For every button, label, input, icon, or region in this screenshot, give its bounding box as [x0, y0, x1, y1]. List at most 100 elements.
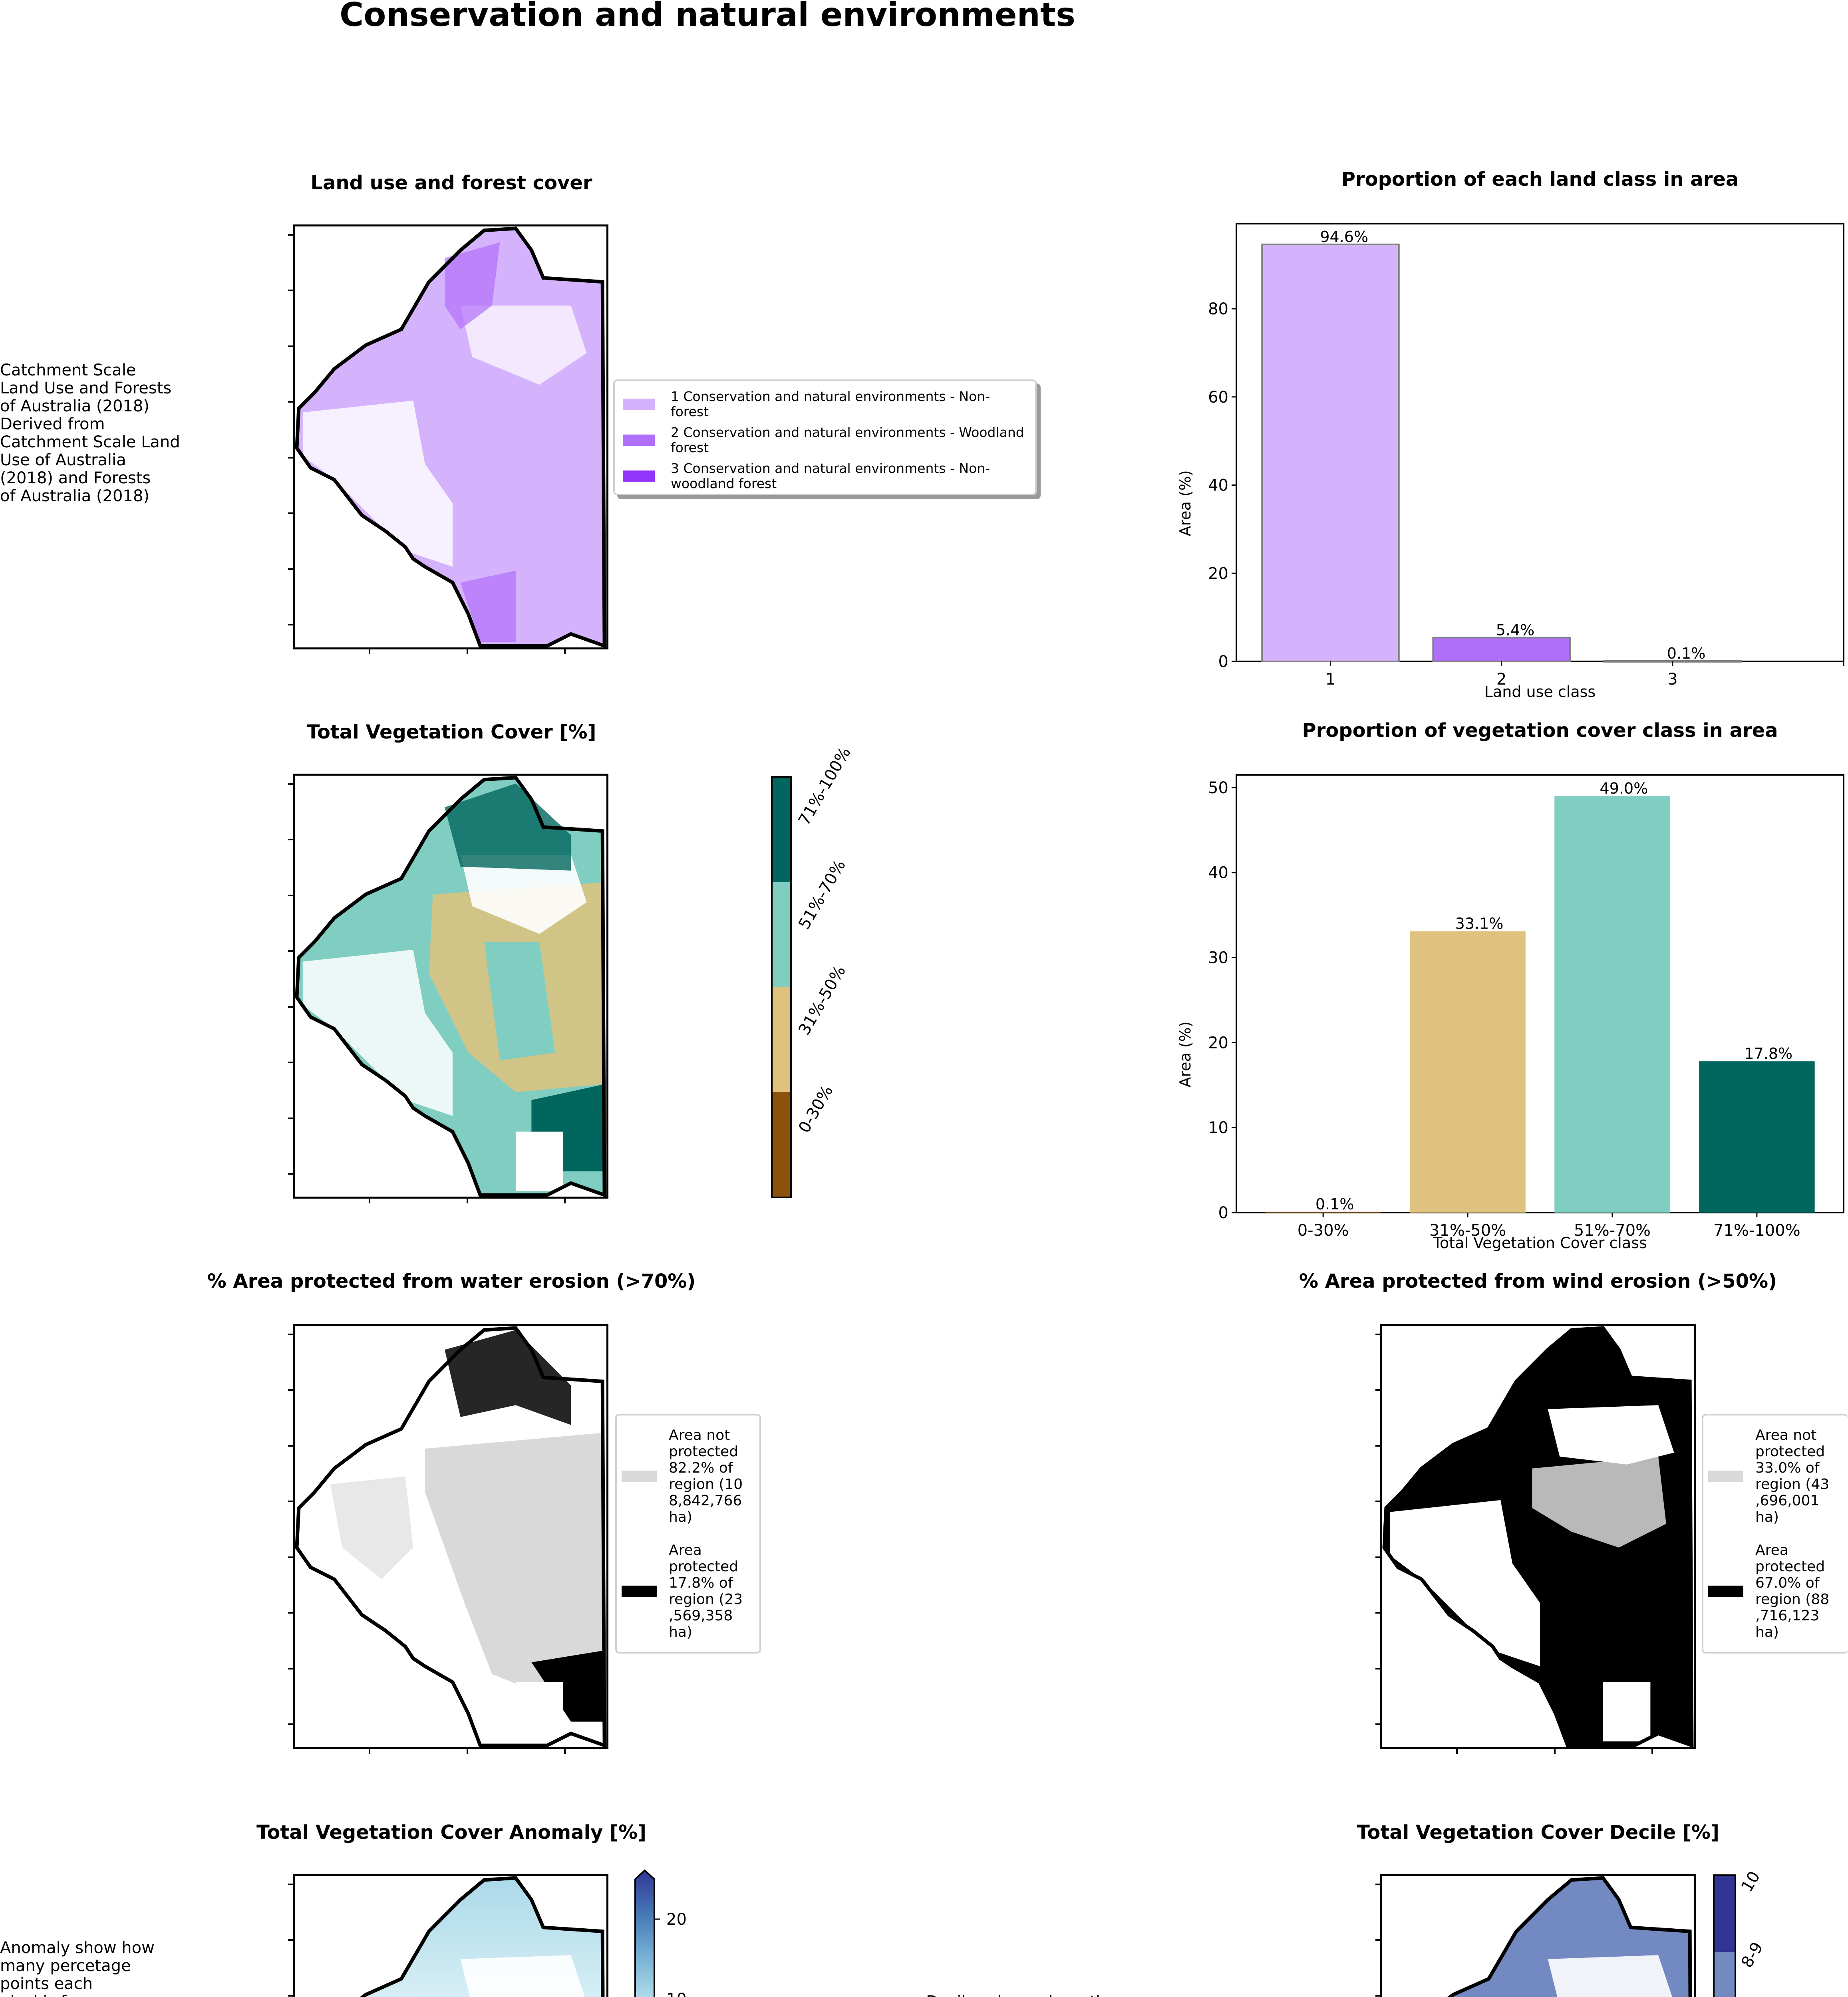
colorbar-label-51-70: 51%-70%: [795, 857, 850, 933]
map-y-tick: [1375, 1445, 1380, 1447]
bar-data-label: 49.0%: [1600, 780, 1648, 797]
map-white-patch-south: [1603, 1682, 1651, 1742]
map-outline: [1382, 1326, 1694, 1747]
map-x-tick: [1554, 1749, 1556, 1754]
legend-swatch-class-2: [623, 435, 655, 446]
map-y-tick: [288, 1939, 293, 1941]
map-y-tick: [1375, 1723, 1380, 1725]
map-protected-south: [531, 1650, 605, 1722]
water-erosion-legend: Area not protected 82.2% of region (10 8…: [615, 1414, 761, 1654]
colorbar-tick-label: 10: [666, 1990, 687, 1997]
map-not-protected-west: [330, 1476, 413, 1579]
map-x-tick: [466, 1199, 468, 1203]
legend-label-protected: Area protected 17.8% of region (23 ,569,…: [669, 1542, 743, 1640]
map-white-patch-north: [460, 306, 587, 385]
map-white-patch-south: [515, 1132, 563, 1191]
map-x-tick: [368, 1749, 370, 1754]
decile-colorbar: [1713, 1874, 1736, 1997]
colorbar-segment-0-30: [773, 1092, 790, 1197]
map-y-tick: [288, 1995, 293, 1997]
map-x-tick: [368, 649, 370, 654]
map-x-tick: [1651, 1749, 1653, 1754]
map-y-tick: [1375, 1334, 1380, 1335]
map-white-patch-north: [460, 855, 587, 934]
legend-swatch-not-protected: [622, 1471, 657, 1482]
map-x-tick: [564, 1199, 566, 1203]
map-mid-patch: [484, 942, 555, 1061]
y-tick-label: 0: [1218, 653, 1228, 671]
map-y-tick: [288, 401, 293, 403]
map-y-tick: [288, 1723, 293, 1725]
map-y-tick: [1375, 1995, 1380, 1997]
map-y-tick: [1375, 1884, 1380, 1885]
land-use-map: [293, 224, 608, 649]
map-y-tick: [288, 1334, 293, 1335]
colorbar-segment-71-100: [773, 778, 790, 883]
map-white-patch: [302, 400, 453, 567]
x-tick-label: 0-30%: [1298, 1221, 1349, 1240]
legend-label-class-3: 3 Conservation and natural environments …: [671, 461, 990, 491]
decile-map: [1380, 1874, 1696, 1997]
veg-cover-map: [293, 774, 608, 1199]
map-y-tick: [1375, 1389, 1380, 1391]
colorbar-gradient: [634, 1869, 655, 1997]
veg-cover-map-title: Total Vegetation Cover [%]: [306, 721, 596, 743]
map-y-tick: [288, 1006, 293, 1008]
map-y-tick: [1375, 1612, 1380, 1614]
map-y-tick: [288, 624, 293, 626]
map-y-tick: [288, 1501, 293, 1503]
legend-swatch-not-protected: [1708, 1471, 1743, 1482]
land-class-bar-chart: Proportion of each land class in area Ar…: [1176, 168, 1844, 701]
bar-data-label: 0.1%: [1667, 645, 1706, 662]
map-y-tick: [288, 457, 293, 459]
y-tick-label: 80: [1208, 300, 1228, 318]
map-y-tick: [288, 1173, 293, 1175]
map-y-tick: [288, 1062, 293, 1064]
anomaly-side-text: Anomaly show how many percetage points e…: [0, 1939, 155, 1997]
y-tick-label: 10: [1208, 1119, 1228, 1137]
map-y-tick: [288, 1389, 293, 1391]
map-outline: [295, 226, 606, 647]
anomaly-map-title: Total Vegetation Cover Anomaly [%]: [256, 1821, 646, 1844]
map-x-tick: [564, 1749, 566, 1754]
map-y-tick: [1375, 1501, 1380, 1503]
legend-label-not-protected: Area not protected 33.0% of region (43 ,…: [1755, 1427, 1830, 1525]
map-white-north: [1548, 1955, 1672, 1997]
map-white-north: [460, 1955, 585, 1997]
map-y-tick: [288, 345, 293, 347]
land-use-map-svg: [295, 226, 606, 647]
decile-map-title: Total Vegetation Cover Decile [%]: [1357, 1821, 1719, 1844]
map-y-tick: [288, 839, 293, 841]
chart-title: Proportion of each land class in area: [1341, 168, 1739, 191]
water-erosion-map: [293, 1324, 608, 1749]
map-white-patch: [302, 949, 453, 1116]
x-axis-label: Land use class: [1484, 683, 1596, 701]
colorbar-segment-10: [1715, 1876, 1735, 1952]
bar-data-label: 5.4%: [1496, 621, 1535, 639]
anomaly-map: [293, 1874, 608, 1997]
legend-swatch-protected: [622, 1586, 657, 1597]
legend-label-not-protected: Area not protected 82.2% of region (10 8…: [669, 1427, 743, 1525]
bar-data-label: 94.6%: [1320, 228, 1368, 246]
wind-erosion-legend: Area not protected 33.0% of region (43 ,…: [1702, 1414, 1848, 1654]
x-tick-label: 71%-100%: [1713, 1221, 1800, 1240]
map-x-tick: [466, 1749, 468, 1754]
x-tick-label: 31%-50%: [1429, 1221, 1506, 1240]
bar-1: [1261, 243, 1400, 662]
page-title: Conservation and natural environments: [340, 0, 1075, 34]
y-tick-label: 0: [1218, 1204, 1228, 1222]
x-tick-label: 3: [1667, 670, 1677, 689]
map-x-tick: [1456, 1749, 1458, 1754]
map-dense-patch-north: [445, 783, 571, 871]
colorbar-label-71-100: 71%-100%: [795, 744, 854, 829]
map-not-protected-area: [1532, 1456, 1666, 1548]
y-tick-label: 60: [1208, 388, 1228, 407]
y-axis-label: Area (%): [1176, 1021, 1194, 1087]
anomaly-colorbar: 20100−10−20: [634, 1869, 687, 1997]
bar-data-label: 17.8%: [1744, 1045, 1792, 1062]
legend-label-class-2: 2 Conservation and natural environments …: [671, 425, 1024, 455]
wind-erosion-map-svg: [1382, 1326, 1694, 1747]
bar-31%-50%: [1410, 931, 1526, 1213]
map-white-west: [1390, 1500, 1540, 1666]
map-y-tick: [288, 568, 293, 570]
